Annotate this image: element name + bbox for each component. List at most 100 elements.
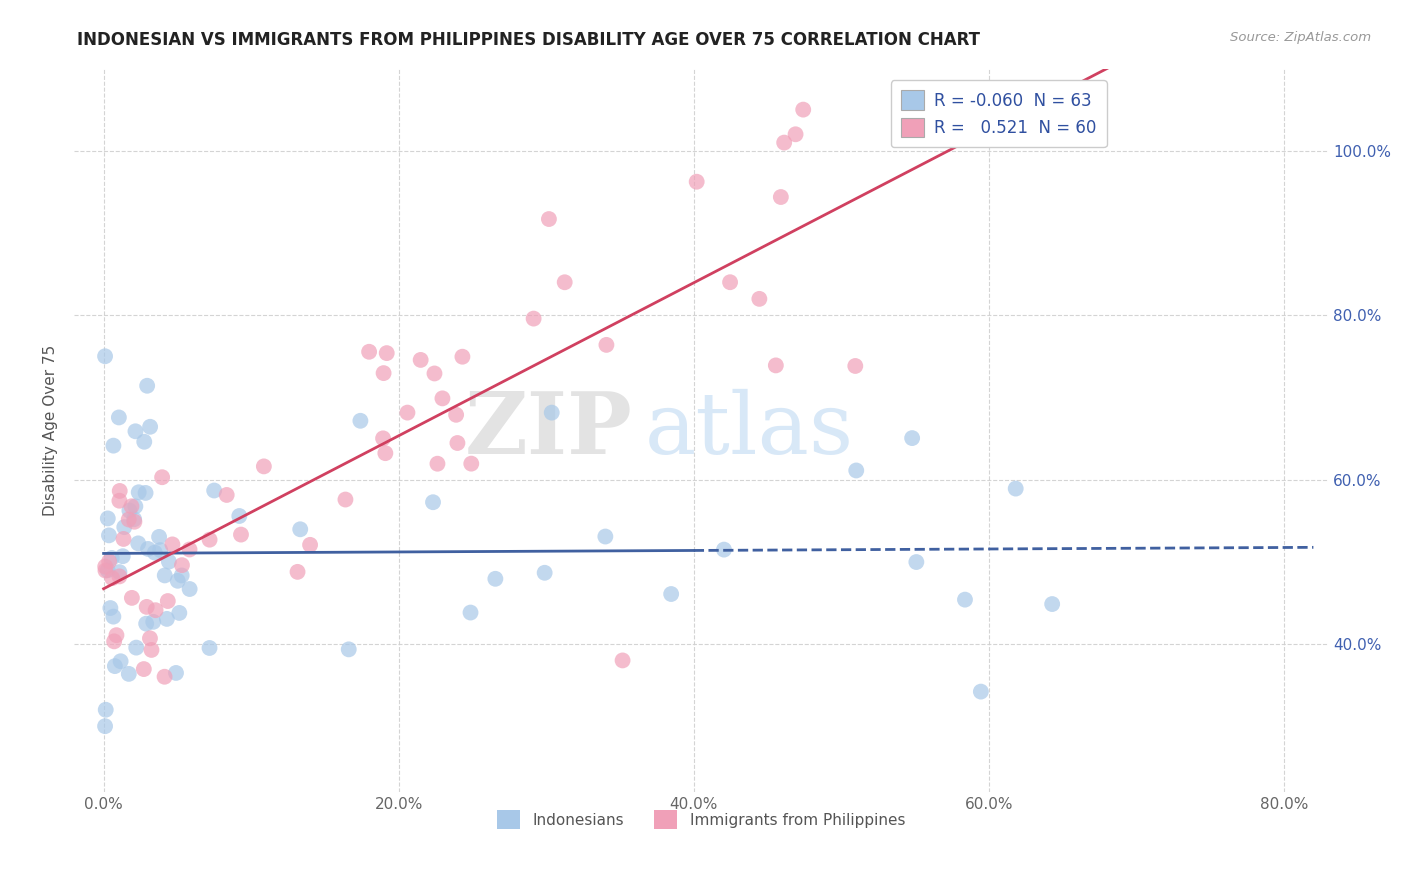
Point: [135, 616, 157, 631]
Point: [229, 527, 252, 541]
Point: [359, 344, 381, 359]
Point: [953, 592, 976, 607]
Point: [112, 520, 135, 534]
Point: [686, 175, 709, 189]
Point: [156, 612, 179, 626]
Point: [299, 538, 322, 552]
Point: [142, 615, 165, 629]
Point: [100, 601, 122, 615]
Point: [108, 493, 131, 508]
Point: [166, 574, 188, 588]
Point: [446, 436, 468, 450]
Point: [94, 719, 117, 733]
Point: [371, 431, 394, 445]
Legend: Indonesians, Immigrants from Philippines: Indonesians, Immigrants from Philippines: [491, 804, 911, 835]
Point: [157, 555, 180, 569]
Point: [148, 530, 170, 544]
Point: [94, 559, 117, 574]
Point: [101, 551, 124, 566]
Point: [595, 529, 617, 543]
Point: [118, 512, 141, 526]
Point: [141, 643, 163, 657]
Point: [170, 568, 193, 582]
Point: [103, 439, 125, 453]
Point: [134, 434, 156, 449]
Point: [659, 587, 682, 601]
Point: [349, 414, 371, 428]
Point: [422, 495, 444, 509]
Point: [409, 352, 432, 367]
Point: [426, 457, 449, 471]
Point: [337, 642, 360, 657]
Point: [124, 425, 146, 439]
Point: [136, 541, 159, 556]
Point: [124, 500, 146, 514]
Point: [139, 419, 162, 434]
Point: [132, 662, 155, 676]
Point: [179, 582, 201, 596]
Point: [287, 565, 309, 579]
Point: [122, 512, 145, 526]
Point: [105, 628, 128, 642]
Point: [769, 190, 792, 204]
Point: [108, 410, 131, 425]
Point: [537, 212, 560, 227]
Point: [373, 366, 395, 380]
Point: [153, 568, 176, 582]
Point: [98, 554, 121, 568]
Point: [785, 128, 807, 142]
Point: [718, 275, 741, 289]
Point: [845, 463, 868, 477]
Point: [554, 275, 576, 289]
Text: atlas: atlas: [645, 389, 853, 472]
Text: Source: ZipAtlas.com: Source: ZipAtlas.com: [1230, 31, 1371, 45]
Point: [135, 599, 157, 614]
Point: [595, 338, 617, 352]
Point: [162, 537, 184, 551]
Point: [150, 470, 173, 484]
Point: [121, 591, 143, 605]
Point: [118, 503, 141, 517]
Point: [202, 483, 225, 498]
Point: [108, 569, 131, 583]
Point: [748, 292, 770, 306]
Point: [773, 136, 796, 150]
Point: [713, 542, 735, 557]
Point: [153, 670, 176, 684]
Point: [844, 359, 866, 373]
Point: [460, 457, 482, 471]
Point: [165, 665, 187, 680]
Point: [423, 367, 446, 381]
Point: [460, 606, 482, 620]
Point: [523, 311, 546, 326]
Point: [136, 378, 159, 392]
Point: [228, 508, 250, 523]
Point: [110, 654, 132, 668]
Point: [104, 659, 127, 673]
Point: [792, 103, 814, 117]
Point: [94, 564, 117, 578]
Point: [125, 640, 148, 655]
Point: [108, 483, 131, 498]
Y-axis label: Disability Age Over 75: Disability Age Over 75: [44, 344, 58, 516]
Point: [103, 609, 125, 624]
Point: [139, 632, 162, 646]
Point: [253, 459, 276, 474]
Point: [121, 500, 143, 514]
Point: [94, 703, 117, 717]
Point: [765, 359, 787, 373]
Point: [612, 653, 634, 667]
Point: [128, 485, 150, 500]
Text: ZIP: ZIP: [464, 388, 633, 472]
Point: [94, 349, 117, 363]
Point: [1004, 482, 1026, 496]
Point: [97, 528, 120, 542]
Point: [198, 533, 221, 547]
Point: [375, 346, 398, 360]
Point: [970, 684, 993, 698]
Point: [118, 666, 141, 681]
Point: [396, 406, 419, 420]
Text: INDONESIAN VS IMMIGRANTS FROM PHILIPPINES DISABILITY AGE OVER 75 CORRELATION CHA: INDONESIAN VS IMMIGRANTS FROM PHILIPPINE…: [77, 31, 980, 49]
Point: [901, 431, 924, 445]
Point: [97, 511, 120, 525]
